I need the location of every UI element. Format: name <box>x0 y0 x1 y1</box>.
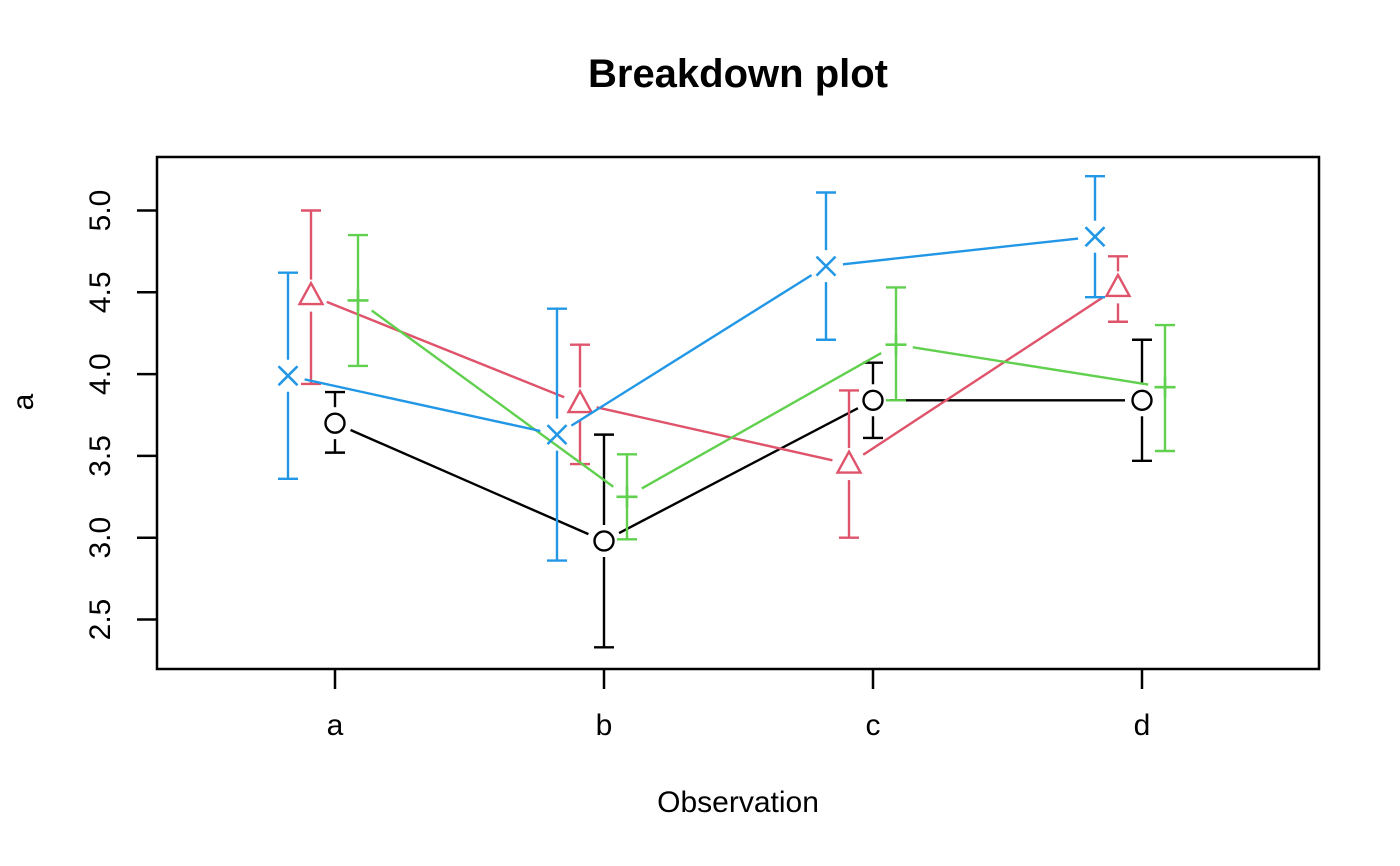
data-point-marker-triangle-up <box>297 280 325 306</box>
data-point-marker-triangle-up <box>835 449 863 474</box>
data-point-marker-circle <box>1131 389 1153 411</box>
y-tick-label: 4.5 <box>84 271 117 313</box>
data-point-marker-x <box>277 365 299 387</box>
series-4 <box>277 174 1106 562</box>
chart-title: Breakdown plot <box>587 52 889 96</box>
y-tick-label: 3.5 <box>84 435 117 477</box>
data-point-marker-x <box>1084 226 1106 248</box>
y-axis: 2.5 3.0 3.5 4.0 4.5 5.0 <box>84 190 157 641</box>
error-bars <box>278 174 1105 562</box>
data-point-marker-plus <box>616 486 638 508</box>
data-point-marker-plus <box>347 289 369 311</box>
y-tick-label: 3.0 <box>84 517 117 559</box>
y-tick-label: 2.5 <box>84 599 117 641</box>
y-tick-label: 5.0 <box>84 190 117 232</box>
x-tick-label: a <box>327 709 344 742</box>
y-tick-label: 4.0 <box>84 353 117 395</box>
series-1 <box>324 338 1153 649</box>
data-point-marker-plus <box>1154 376 1176 398</box>
x-axis: a b c d <box>327 669 1151 742</box>
data-point-marker-plus <box>885 334 907 356</box>
x-tick-label: b <box>596 709 613 742</box>
series-line <box>326 295 1105 462</box>
plot-box <box>155 155 1321 671</box>
data-point-marker-x <box>546 424 568 446</box>
error-bars <box>325 338 1152 649</box>
series-line <box>371 309 1149 490</box>
error-bars <box>301 209 1128 539</box>
series-3 <box>347 233 1176 541</box>
error-bars <box>348 233 1175 541</box>
data-point-marker-circle <box>593 530 615 552</box>
series-2 <box>297 209 1132 539</box>
series-line <box>350 399 1125 536</box>
data-point-marker-triangle-up <box>566 388 594 414</box>
x-tick-label: c <box>866 709 881 742</box>
x-axis-label: Observation <box>657 786 819 819</box>
data-point-marker-x <box>815 255 837 277</box>
data-point-marker-circle <box>324 412 346 434</box>
series-line <box>304 237 1079 433</box>
x-tick-label: d <box>1134 709 1151 742</box>
data-point-marker-triangle-up <box>1104 272 1132 298</box>
data-point-marker-circle <box>862 389 884 411</box>
